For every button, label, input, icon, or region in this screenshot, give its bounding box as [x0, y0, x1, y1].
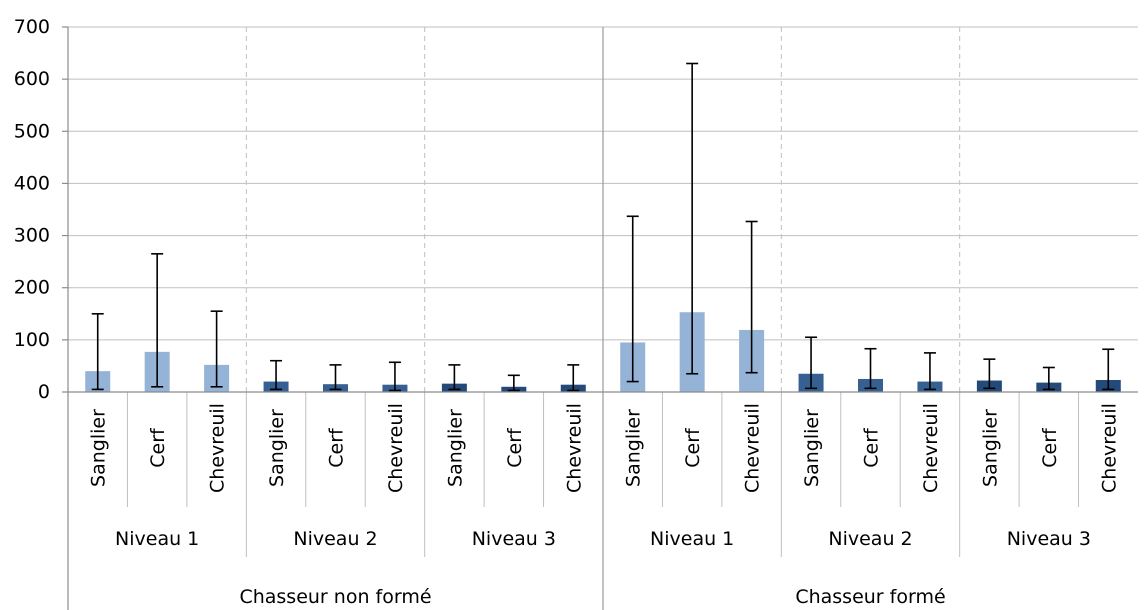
category-label: Cerf [326, 427, 348, 468]
level-label: Niveau 1 [650, 528, 734, 550]
category-label: Cerf [682, 427, 704, 468]
y-tick-label: 700 [14, 16, 50, 38]
category-label: Sanglier [444, 409, 466, 487]
category-label: Chevreuil [385, 403, 407, 493]
category-label: Cerf [504, 427, 526, 468]
level-label: Niveau 3 [1007, 528, 1091, 550]
y-tick-label: 400 [14, 172, 50, 194]
category-label: Sanglier [88, 409, 110, 487]
level-label: Niveau 2 [293, 528, 377, 550]
y-tick-label: 0 [38, 381, 50, 403]
level-label: Niveau 2 [828, 528, 912, 550]
category-label: Sanglier [979, 409, 1001, 487]
group-label: Chasseur non formé [239, 586, 431, 608]
y-tick-label: 300 [14, 225, 50, 247]
y-tick-label: 500 [14, 120, 50, 142]
level-label: Niveau 3 [472, 528, 556, 550]
category-label: Sanglier [266, 409, 288, 487]
separator-layer [126, 27, 1080, 610]
axes-layer [62, 26, 1138, 610]
category-label: Chevreuil [207, 403, 229, 493]
y-tick-label: 200 [14, 277, 50, 299]
y-tick-label: 100 [14, 329, 50, 351]
category-label: Sanglier [623, 409, 645, 487]
category-label: Cerf [147, 427, 169, 468]
category-label: Cerf [1039, 427, 1061, 468]
group-label: Chasseur formé [795, 586, 945, 608]
labels-layer: 0 100 200 300 400 500 600 700 Sanglier Cerf Chevre… [14, 16, 1121, 608]
category-label: Sanglier [801, 409, 823, 487]
category-label: Chevreuil [920, 403, 942, 493]
category-label: Chevreuil [563, 403, 585, 493]
category-label: Cerf [861, 427, 883, 468]
error-bars-layer [91, 62, 1115, 392]
y-tick-label: 600 [14, 68, 50, 90]
category-label: Chevreuil [742, 403, 764, 493]
level-label: Niveau 1 [115, 528, 199, 550]
category-label: Chevreuil [1098, 403, 1120, 493]
